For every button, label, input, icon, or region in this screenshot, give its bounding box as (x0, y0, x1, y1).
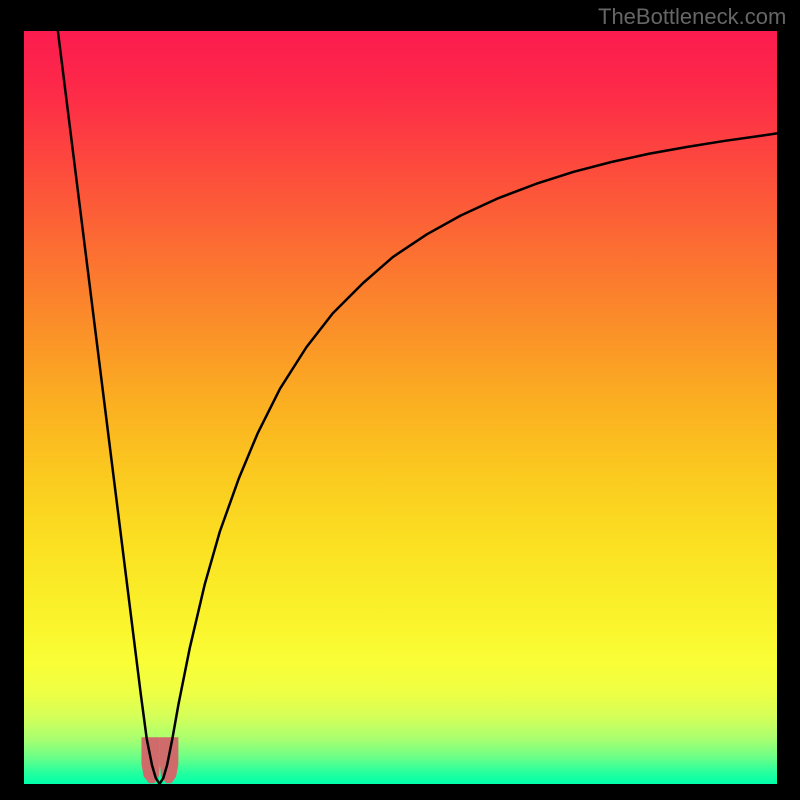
chart-svg (24, 31, 777, 784)
outer-canvas: TheBottleneck.com (0, 0, 800, 800)
plot-area (24, 31, 777, 784)
watermark-text: TheBottleneck.com (598, 4, 786, 30)
